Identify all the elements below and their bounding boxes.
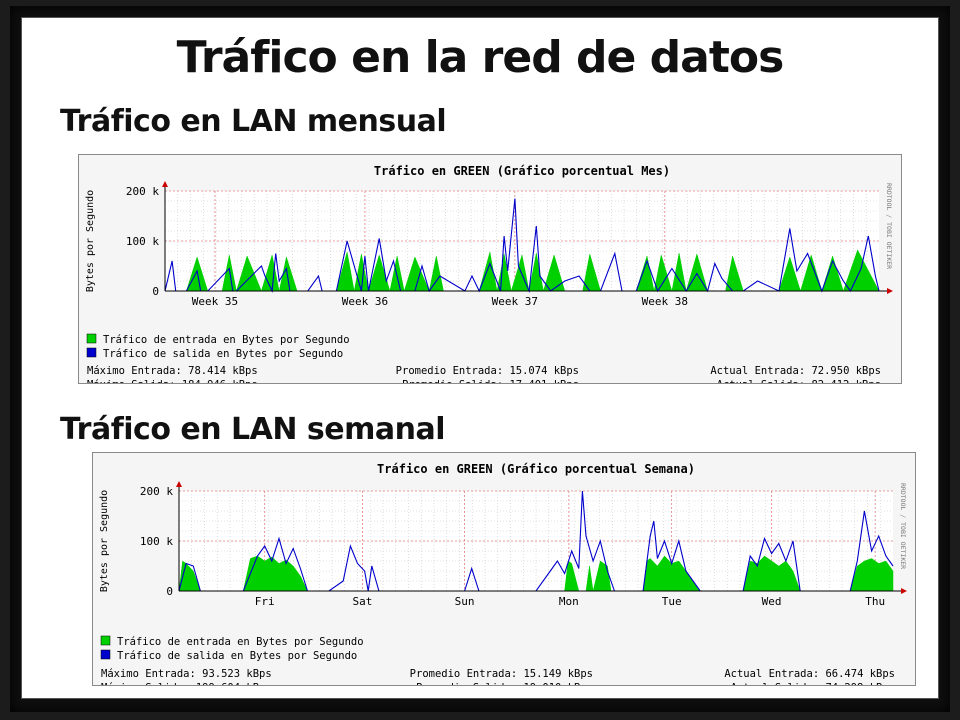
stats-value: Máximo Salida: 199.604 kBps (101, 682, 272, 685)
chart-title: Tráfico en GREEN (Gráfico porcentual Mes… (374, 164, 670, 178)
y-tick-label: 0 (166, 585, 173, 598)
legend-label: Tráfico de entrada en Bytes por Segundo (117, 636, 364, 648)
legend-swatch (86, 333, 97, 344)
stats-value: Actual Entrada: 72.950 kBps (710, 365, 881, 377)
y-axis-label: Bytes por Segundo (85, 190, 96, 292)
outgoing-traffic-line (178, 490, 894, 592)
x-tick-label: Week 36 (342, 295, 388, 308)
stats-value: Actual Salida: 74.298 kBps (731, 682, 895, 685)
weekly-section-heading: Tráfico en LAN semanal (60, 412, 446, 447)
y-tick-label: 200 k (140, 485, 173, 498)
x-tick-label: Week 37 (492, 295, 538, 308)
legend-label: Tráfico de entrada en Bytes por Segundo (103, 334, 350, 346)
stats-value: Máximo Entrada: 78.414 kBps (87, 365, 258, 377)
monthly-traffic-chart: Tráfico en GREEN (Gráfico porcentual Mes… (78, 154, 902, 384)
stats-value: Promedio Entrada: 15.074 kBps (396, 365, 579, 377)
stats-value: Actual Salida: 82.412 kBps (717, 379, 881, 383)
x-tick-label: Mon (559, 595, 579, 608)
y-tick-label: 0 (152, 285, 159, 298)
x-tick-label: Tue (662, 595, 682, 608)
legend-label: Tráfico de salida en Bytes por Segundo (117, 650, 357, 662)
slide-title: Tráfico en la red de datos (176, 32, 785, 83)
y-tick-label: 200 k (126, 185, 159, 198)
incoming-traffic-area (165, 249, 880, 292)
weekly-traffic-chart: Tráfico en GREEN (Gráfico porcentual Sem… (92, 452, 916, 686)
y-axis-arrow (176, 481, 182, 487)
legend-label: Tráfico de salida en Bytes por Segundo (103, 348, 343, 360)
legend-swatch (100, 649, 111, 660)
stats-value: Máximo Entrada: 93.523 kBps (101, 668, 272, 680)
slide: Tráfico en la red de datos Tráfico en LA… (22, 18, 938, 698)
x-tick-label: Week 35 (192, 295, 238, 308)
x-tick-label: Sun (455, 595, 475, 608)
stats-value: Máximo Salida: 184.946 kBps (87, 379, 258, 383)
y-tick-label: 100 k (126, 235, 159, 248)
legend-swatch (86, 347, 97, 358)
x-axis-arrow (887, 288, 893, 294)
y-tick-label: 100 k (140, 535, 173, 548)
x-tick-label: Sat (353, 595, 373, 608)
x-axis-arrow (901, 588, 907, 594)
y-axis-arrow (162, 181, 168, 187)
stats-value: Promedio Entrada: 15.149 kBps (410, 668, 593, 680)
rrdtool-credit-label: RRDTOOL / TOBI OETIKER (899, 483, 907, 569)
weekly-chart-svg: Tráfico en GREEN (Gráfico porcentual Sem… (99, 462, 907, 685)
chart-title: Tráfico en GREEN (Gráfico porcentual Sem… (377, 462, 695, 476)
y-axis-label: Bytes por Segundo (99, 490, 110, 592)
stats-value: Promedio Salida: 19.010 kBps (416, 682, 593, 685)
x-tick-label: Wed (762, 595, 782, 608)
x-tick-label: Thu (865, 595, 885, 608)
x-tick-label: Fri (255, 595, 275, 608)
monthly-section-heading: Tráfico en LAN mensual (60, 104, 447, 139)
rrdtool-credit-label: RRDTOOL / TOBI OETIKER (885, 183, 893, 269)
stats-value: Promedio Salida: 17.401 kBps (402, 379, 579, 383)
legend-swatch (100, 635, 111, 646)
monthly-chart-svg: Tráfico en GREEN (Gráfico porcentual Mes… (85, 164, 893, 383)
x-tick-label: Week 38 (642, 295, 688, 308)
stats-value: Actual Entrada: 66.474 kBps (724, 668, 895, 680)
